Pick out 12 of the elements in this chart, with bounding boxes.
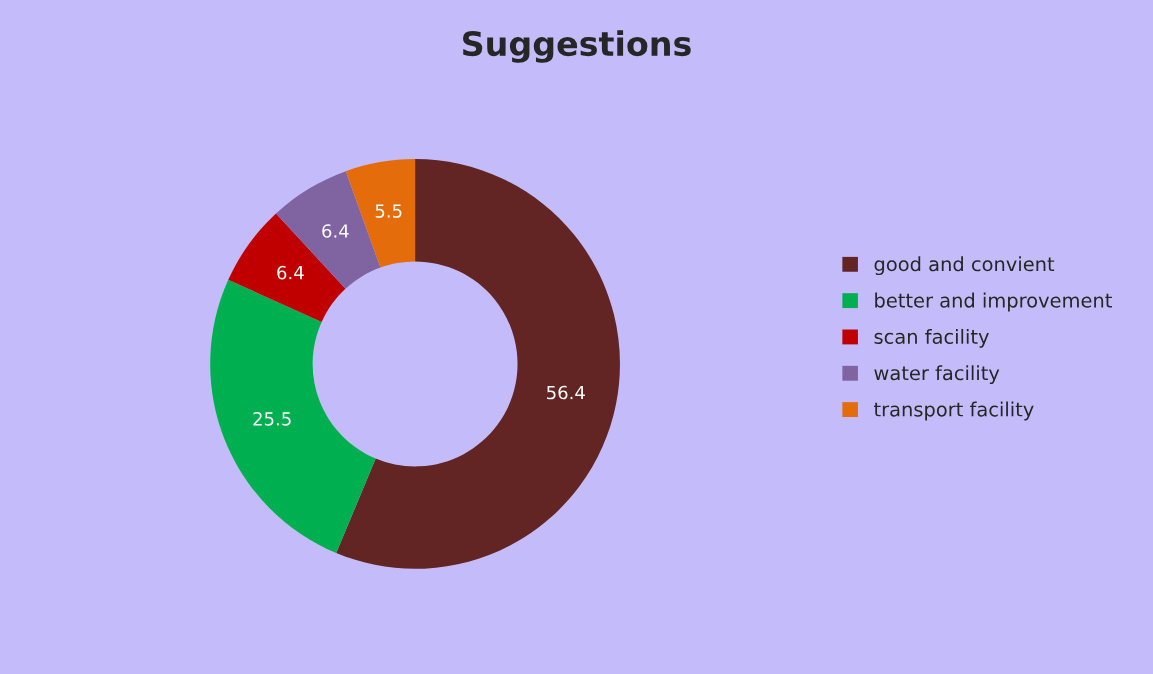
legend-label: good and convient xyxy=(874,256,1055,276)
legend-label: water facility xyxy=(874,365,1000,385)
data-label: 6.4 xyxy=(277,265,304,280)
chart-title: Suggestions xyxy=(463,30,691,63)
data-label: 25.5 xyxy=(253,412,291,426)
data-label: 5.5 xyxy=(375,204,402,218)
donut-slice xyxy=(210,279,376,554)
legend-label: scan facility xyxy=(874,328,989,348)
legend-label: better and improvement xyxy=(875,292,1112,312)
data-label: 56.4 xyxy=(547,385,585,400)
data-label: 6.4 xyxy=(322,224,349,238)
legend-label: transport facility xyxy=(874,401,1034,421)
